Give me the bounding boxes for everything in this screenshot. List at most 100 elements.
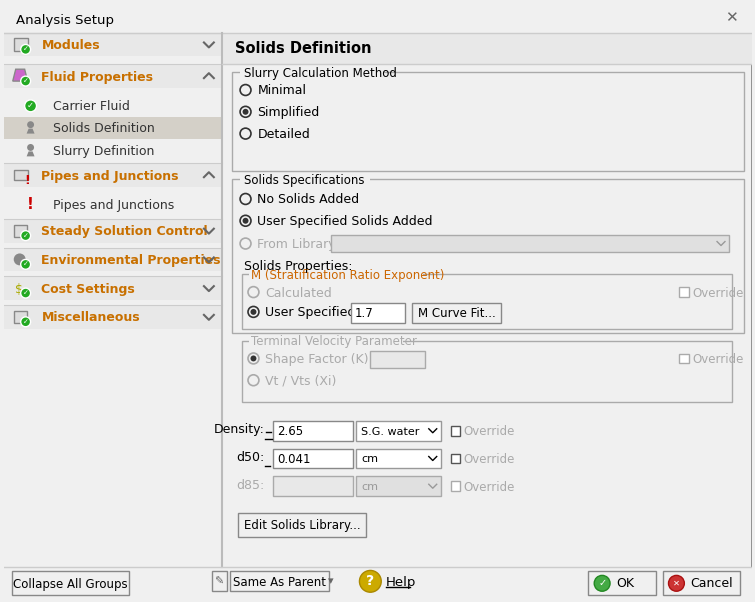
Text: Modules: Modules [42, 39, 100, 52]
Circle shape [27, 144, 34, 151]
FancyBboxPatch shape [273, 448, 353, 468]
Text: ✓: ✓ [23, 261, 29, 267]
FancyBboxPatch shape [273, 476, 353, 496]
FancyBboxPatch shape [273, 421, 353, 441]
FancyBboxPatch shape [242, 341, 732, 402]
Text: d50:: d50: [236, 451, 264, 464]
Polygon shape [26, 129, 35, 134]
Text: OK: OK [616, 577, 634, 590]
Text: Pipes and Junctions: Pipes and Junctions [54, 199, 174, 213]
FancyBboxPatch shape [4, 568, 752, 599]
Text: ✓: ✓ [598, 579, 606, 588]
FancyBboxPatch shape [356, 476, 441, 496]
Text: S.G. water: S.G. water [362, 427, 420, 437]
FancyBboxPatch shape [249, 335, 403, 347]
FancyBboxPatch shape [4, 117, 222, 138]
Circle shape [20, 288, 31, 298]
FancyBboxPatch shape [356, 421, 441, 441]
Text: Shape Factor (K): Shape Factor (K) [265, 353, 369, 366]
Text: !: ! [25, 173, 30, 187]
FancyBboxPatch shape [238, 513, 366, 537]
FancyBboxPatch shape [663, 571, 740, 595]
FancyBboxPatch shape [14, 170, 28, 180]
Text: ✓: ✓ [23, 319, 29, 325]
Text: 0.041: 0.041 [277, 453, 311, 466]
FancyBboxPatch shape [451, 426, 461, 436]
Text: Solids Specifications: Solids Specifications [244, 173, 364, 187]
Text: Same As Parent: Same As Parent [233, 576, 325, 589]
Text: Steady Solution Control: Steady Solution Control [42, 225, 208, 238]
Text: Help: Help [387, 576, 417, 589]
Text: ✓: ✓ [23, 46, 29, 52]
Text: M Curve Fit...: M Curve Fit... [418, 308, 495, 320]
Text: M (Stratification Ratio Exponent): M (Stratification Ratio Exponent) [251, 268, 445, 282]
Circle shape [359, 571, 381, 592]
Text: ▾: ▾ [328, 576, 334, 586]
FancyBboxPatch shape [4, 276, 222, 300]
Text: Slurry Definition: Slurry Definition [54, 145, 155, 158]
FancyBboxPatch shape [14, 311, 26, 323]
Text: Edit Solids Library...: Edit Solids Library... [244, 520, 360, 532]
Text: ✓: ✓ [23, 78, 29, 84]
FancyBboxPatch shape [356, 448, 441, 468]
Text: $: $ [14, 282, 23, 296]
FancyBboxPatch shape [371, 350, 425, 368]
Text: Solids Definition: Solids Definition [235, 41, 371, 56]
Circle shape [242, 109, 248, 115]
FancyBboxPatch shape [412, 303, 501, 323]
FancyBboxPatch shape [331, 235, 729, 252]
Text: ✕: ✕ [673, 579, 680, 588]
Text: Collapse All Groups: Collapse All Groups [13, 578, 128, 591]
FancyBboxPatch shape [242, 275, 732, 329]
FancyBboxPatch shape [4, 33, 222, 57]
FancyBboxPatch shape [230, 571, 328, 591]
Circle shape [251, 309, 257, 315]
Text: ✓: ✓ [23, 232, 29, 238]
Circle shape [594, 576, 610, 591]
FancyBboxPatch shape [451, 453, 461, 464]
Text: Solids Definition: Solids Definition [54, 122, 155, 135]
Circle shape [668, 576, 684, 591]
FancyBboxPatch shape [222, 33, 752, 64]
Circle shape [242, 218, 248, 224]
Text: Pipes and Junctions: Pipes and Junctions [42, 170, 179, 182]
Polygon shape [13, 69, 28, 81]
Circle shape [20, 231, 31, 241]
Circle shape [251, 356, 257, 361]
Text: ✕: ✕ [726, 10, 738, 25]
Text: Miscellaneous: Miscellaneous [42, 311, 140, 324]
FancyBboxPatch shape [4, 3, 752, 33]
Text: Carrier Fluid: Carrier Fluid [54, 101, 131, 113]
Text: Calculated: Calculated [265, 287, 332, 300]
Text: !: ! [27, 197, 34, 213]
FancyBboxPatch shape [239, 66, 384, 79]
FancyBboxPatch shape [588, 571, 655, 595]
Text: Analysis Setup: Analysis Setup [16, 14, 114, 27]
FancyBboxPatch shape [232, 72, 744, 171]
FancyBboxPatch shape [14, 37, 28, 51]
Text: 2.65: 2.65 [277, 425, 304, 438]
Text: Override: Override [692, 353, 744, 366]
Text: User Specified Solids Added: User Specified Solids Added [257, 216, 433, 228]
Text: Solids Properties:: Solids Properties: [244, 260, 352, 273]
Text: ?: ? [366, 574, 374, 588]
Text: From Library: From Library [257, 238, 336, 251]
Text: Cancel: Cancel [690, 577, 733, 590]
Text: ✓: ✓ [23, 290, 29, 296]
Circle shape [27, 121, 34, 128]
Circle shape [20, 45, 31, 54]
Text: 1.7: 1.7 [355, 308, 373, 320]
FancyBboxPatch shape [12, 571, 128, 595]
Text: Simplified: Simplified [257, 107, 319, 119]
Text: d85:: d85: [236, 479, 264, 492]
Text: Environmental Properties: Environmental Properties [42, 254, 221, 267]
FancyBboxPatch shape [212, 571, 226, 591]
FancyBboxPatch shape [4, 163, 222, 187]
FancyBboxPatch shape [14, 225, 26, 237]
Circle shape [14, 253, 26, 265]
Text: Vt / Vts (Xi): Vt / Vts (Xi) [265, 374, 337, 388]
Text: Density:: Density: [214, 423, 264, 436]
Text: Terminal Velocity Parameter: Terminal Velocity Parameter [251, 335, 418, 348]
FancyBboxPatch shape [680, 287, 689, 297]
FancyBboxPatch shape [4, 33, 222, 599]
